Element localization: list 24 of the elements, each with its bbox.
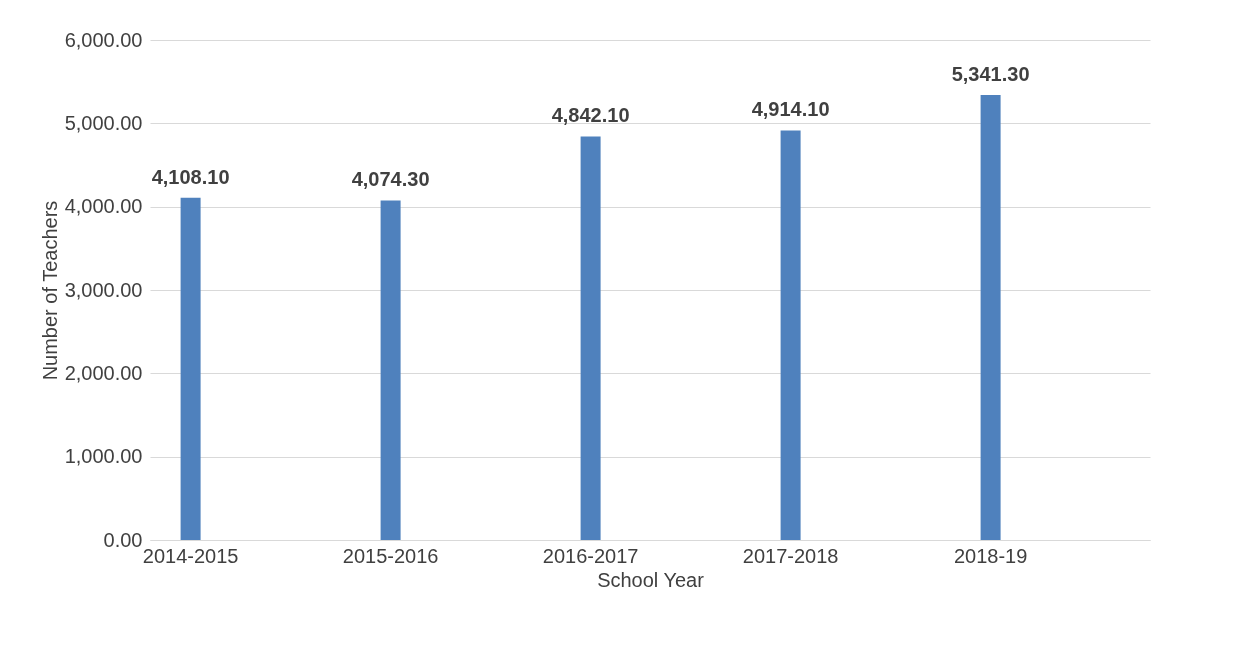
y-tick-label: 2,000.00 (64, 361, 143, 384)
x-tick-label: 2018-19 (953, 544, 1028, 567)
bar (380, 200, 401, 540)
bar (980, 94, 1001, 540)
text: 4,842.10 (551, 104, 630, 127)
bar (780, 130, 801, 540)
y-tick-label: 1,000.00 (64, 445, 143, 468)
bar (180, 197, 201, 540)
text: 4,108.10 (151, 165, 230, 188)
y-tick-label: 5,000.00 (64, 111, 143, 134)
text: 4,074.30 (351, 168, 430, 191)
text: 4,914.10 (751, 98, 830, 121)
y-tick-label: 0.00 (103, 528, 143, 551)
x-tick-label: 2014-2015 (142, 544, 239, 567)
y-axis-title: Number of Teachers (38, 200, 61, 381)
bar (580, 136, 601, 540)
x-tick-label: 2015-2016 (342, 544, 439, 567)
text: 5,341.30 (951, 62, 1030, 85)
y-tick-label: 3,000.00 (64, 278, 143, 301)
x-axis-title: School Year (597, 568, 705, 591)
x-tick-label: 2017-2018 (742, 544, 839, 567)
x-tick-label: 2016-2017 (542, 544, 639, 567)
y-tick-label: 6,000.00 (64, 28, 143, 51)
y-tick-label: 4,000.00 (64, 195, 143, 218)
